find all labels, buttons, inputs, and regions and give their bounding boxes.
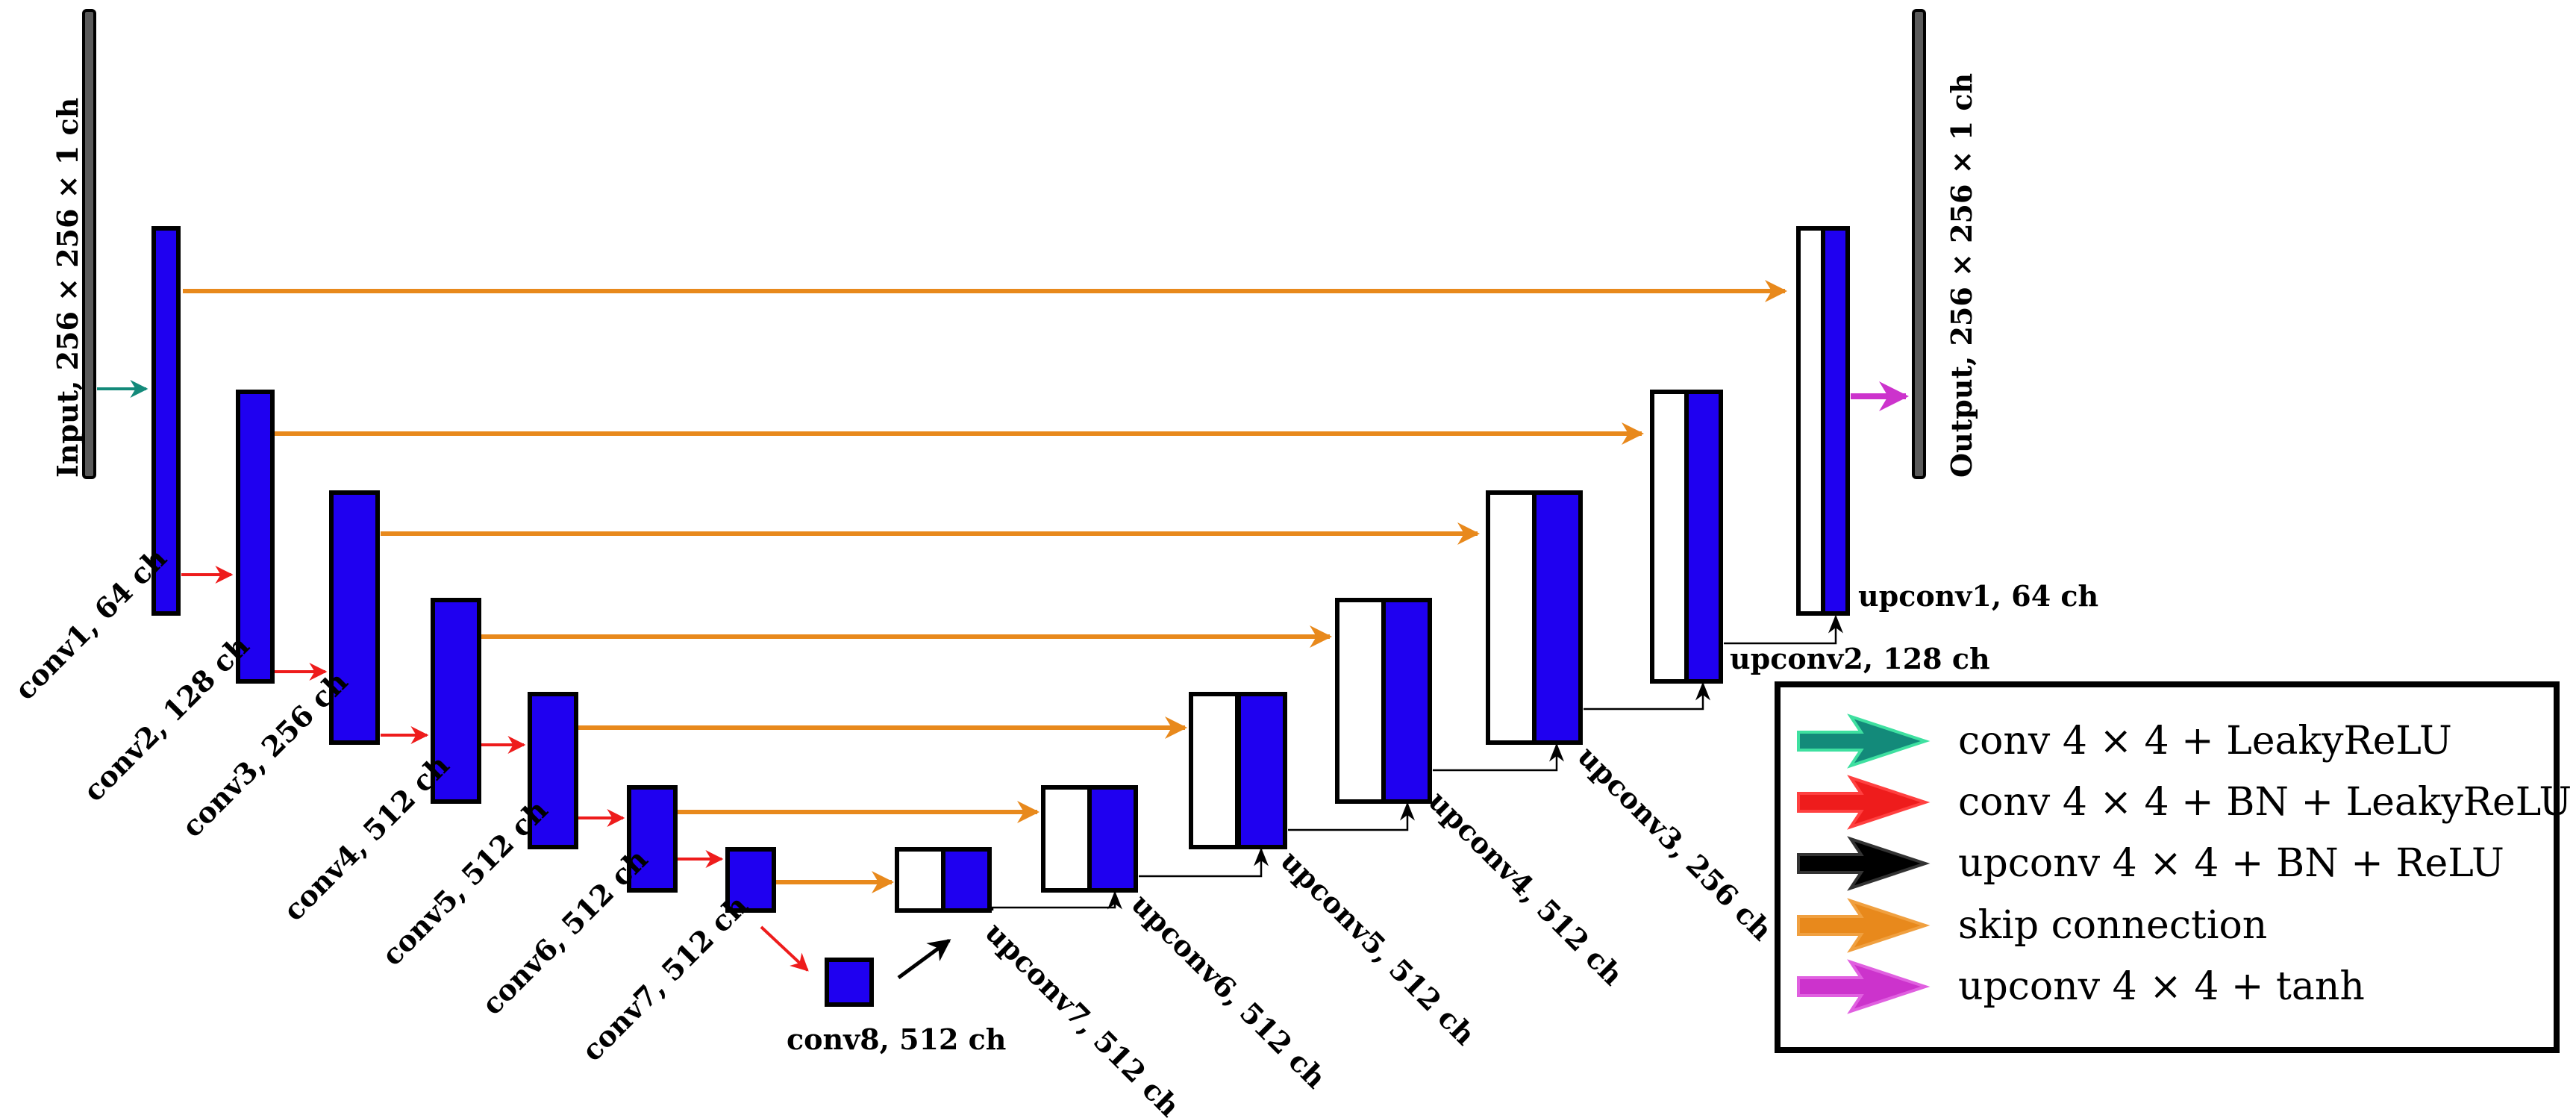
- conv1-label: conv1, 64 ch: [8, 541, 173, 706]
- legend-label-tanh: upconv 4 × 4 + tanh: [1958, 964, 2365, 1009]
- conv8-label: conv8, 512 ch: [787, 1022, 1006, 1056]
- output-label: Output, 256 × 256 × 1 ch: [1945, 73, 1978, 478]
- legend-item-conv: conv 4 × 4 + LeakyReLU: [1797, 713, 2452, 769]
- upconv3-block: [1486, 490, 1583, 745]
- output-bar: [1912, 9, 1926, 479]
- conv5-block: [528, 692, 578, 849]
- upconv5-label: upconv5, 512 ch: [1275, 844, 1482, 1052]
- upconv2-label: upconv2, 128 ch: [1730, 642, 1990, 675]
- upconv6-block: [1041, 785, 1138, 893]
- conv8-block: [825, 958, 874, 1007]
- upconv1-block: [1796, 226, 1850, 616]
- conv1-block: [151, 226, 181, 616]
- up-connector-6: [1139, 847, 1269, 878]
- up-connector-4: [1433, 743, 1564, 772]
- legend-item-upconv: upconv 4 × 4 + BN + ReLU: [1797, 836, 2504, 891]
- conv3-block: [329, 490, 380, 745]
- upconv7-block: [895, 847, 992, 913]
- legend-arrow-conv-bn: [1797, 775, 1931, 830]
- legend-item-conv-bn: conv 4 × 4 + BN + LeakyReLU: [1797, 775, 2572, 830]
- up-connector-2: [1724, 614, 1843, 645]
- input-label: Input, 256 × 256 × 1 ch: [51, 98, 84, 478]
- upconv5-block: [1189, 692, 1287, 849]
- conv7-block: [725, 847, 776, 913]
- legend: conv 4 × 4 + LeakyReLU conv 4 × 4 + BN +…: [1775, 681, 2572, 1053]
- input-bar: [82, 9, 96, 479]
- legend-arrow-conv: [1797, 713, 1931, 769]
- upconv7-label: upconv7, 512 ch: [979, 916, 1187, 1118]
- upconv1-label: upconv1, 64 ch: [1858, 579, 2098, 613]
- legend-item-tanh: upconv 4 × 4 + tanh: [1797, 959, 2365, 1014]
- up-connector-3: [1584, 681, 1710, 711]
- conv2-block: [236, 390, 275, 684]
- conv6-block: [627, 785, 678, 893]
- up-connector-5: [1288, 802, 1415, 831]
- upconv-arrow-8: [897, 938, 951, 980]
- legend-label-skip: skip connection: [1958, 903, 2267, 948]
- legend-item-skip: skip connection: [1797, 898, 2267, 953]
- up-connector-7: [991, 890, 1122, 911]
- legend-arrow-skip: [1797, 898, 1931, 953]
- conv4-block: [431, 598, 481, 804]
- legend-arrow-upconv: [1797, 836, 1931, 891]
- upconv6-label: upconv6, 512 ch: [1125, 887, 1333, 1095]
- upconv3-label: upconv3, 256 ch: [1572, 740, 1779, 947]
- legend-label-conv-bn: conv 4 × 4 + BN + LeakyReLU: [1958, 780, 2572, 825]
- upconv4-block: [1335, 598, 1432, 804]
- down-arrow-7: [760, 925, 809, 972]
- upconv2-block: [1650, 390, 1723, 684]
- legend-arrow-tanh: [1797, 959, 1931, 1014]
- legend-label-conv: conv 4 × 4 + LeakyReLU: [1958, 719, 2452, 763]
- upconv4-label: upconv4, 512 ch: [1422, 784, 1630, 992]
- legend-label-upconv: upconv 4 × 4 + BN + ReLU: [1958, 841, 2504, 886]
